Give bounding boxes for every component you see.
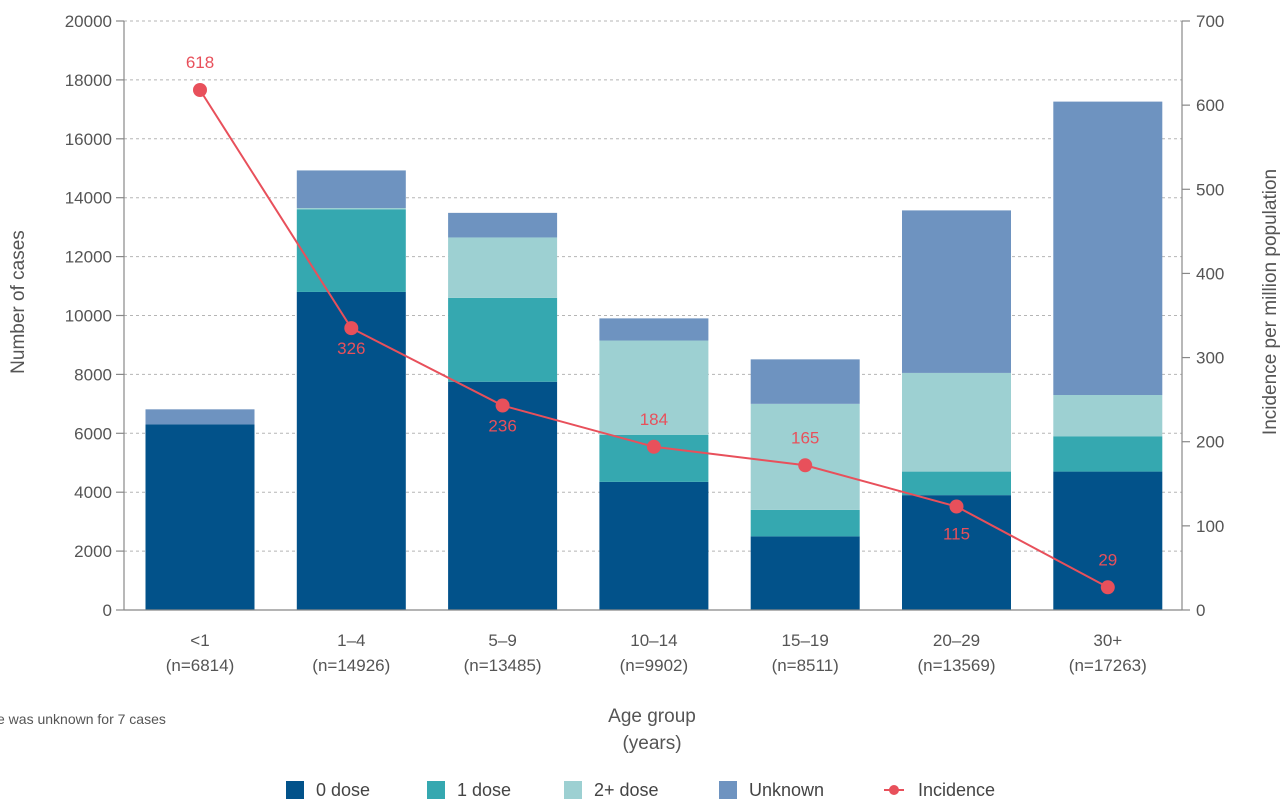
x-axis-title-units: (years) [622, 733, 681, 754]
x-category-count: (n=8511) [772, 656, 839, 675]
x-category-count: (n=13485) [464, 656, 542, 675]
incidence-point [193, 83, 207, 97]
x-category-label: 1–4 [337, 631, 365, 650]
incidence-data-label: 115 [943, 525, 970, 544]
x-category-label: 20–29 [933, 631, 980, 650]
y2-tick-label: 700 [1196, 12, 1224, 31]
x-category-label: 15–19 [782, 631, 829, 650]
legend-label: Incidence [918, 780, 995, 800]
y2-axis-title: Incidence per million population [1260, 169, 1281, 435]
legend-label: 0 dose [316, 780, 370, 800]
legend-label: 1 dose [457, 780, 511, 800]
incidence-point [344, 321, 358, 335]
incidence-data-label: 618 [186, 53, 214, 72]
incidence-point [496, 399, 510, 413]
y2-tick-label: 400 [1196, 264, 1224, 283]
bar-segment-unknown [902, 210, 1011, 373]
y-tick-label: 6000 [74, 424, 112, 443]
bar-segment-0-dose [751, 536, 860, 610]
y-tick-label: 16000 [65, 130, 112, 149]
bar-segment-1-dose [902, 472, 1011, 496]
bars [146, 102, 1163, 610]
incidence-data-label: 326 [337, 339, 365, 358]
y-tick-label: 12000 [65, 248, 112, 267]
x-category-label: 5–9 [488, 631, 516, 650]
bar-segment-1-dose [297, 209, 406, 291]
y-tick-label: 0 [103, 601, 112, 620]
bar-segment-1-dose [1053, 436, 1162, 471]
bar-segment-unknown [599, 318, 708, 340]
legend-label: 2+ dose [594, 780, 659, 800]
y-tick-label: 10000 [65, 307, 112, 326]
legend-swatch [564, 781, 582, 799]
legend-swatch [427, 781, 445, 799]
y-tick-label: 20000 [65, 12, 112, 31]
y2-tick-label: 500 [1196, 180, 1224, 199]
legend-swatch [719, 781, 737, 799]
legend-label: Unknown [749, 780, 824, 800]
y-tick-label: 8000 [74, 365, 112, 384]
bar-segment-2-dose [297, 208, 406, 209]
x-category-label: 10–14 [630, 631, 677, 650]
y-tick-label: 2000 [74, 542, 112, 561]
incidence-point [950, 500, 964, 514]
y2-tick-label: 200 [1196, 433, 1224, 452]
y-tick-label: 18000 [65, 71, 112, 90]
x-category-count: (n=9902) [620, 656, 689, 675]
y-tick-label: 14000 [65, 189, 112, 208]
incidence-data-label: 29 [1098, 550, 1117, 569]
incidence-data-label: 165 [791, 428, 819, 447]
legend-swatch [286, 781, 304, 799]
x-category-count: (n=17263) [1069, 656, 1147, 675]
y2-tick-label: 300 [1196, 349, 1224, 368]
x-axis-title: Age group [608, 706, 696, 727]
bar-segment-1-dose [448, 298, 557, 382]
y-axis-title: Number of cases [8, 230, 29, 374]
bar-segment-2-dose [751, 404, 860, 510]
bar-segment-unknown [751, 359, 860, 403]
y2-tick-label: 600 [1196, 96, 1224, 115]
bar-segment-1-dose [751, 510, 860, 537]
legend-line-marker [889, 785, 899, 795]
bar-segment-0-dose [146, 424, 255, 610]
bar-segment-2-dose [902, 373, 1011, 472]
incidence-data-label: 236 [488, 417, 516, 436]
bar-segment-unknown [146, 409, 255, 424]
x-category-label: <1 [190, 631, 209, 650]
bar-segment-unknown [1053, 102, 1162, 395]
x-category-count: (n=13569) [918, 656, 996, 675]
incidence-data-label: 184 [640, 410, 668, 429]
bar-segment-2-dose [448, 237, 557, 297]
bar-segment-0-dose [599, 482, 708, 610]
incidence-point [647, 440, 661, 454]
x-category-label: 30+ [1093, 631, 1122, 650]
bar-segment-unknown [297, 170, 406, 208]
bar-segment-unknown [448, 213, 557, 238]
x-category-count: (n=6814) [166, 656, 235, 675]
footnote: e was unknown for 7 cases [0, 711, 166, 727]
y-tick-label: 4000 [74, 483, 112, 502]
legend: 0 dose 1 dose 2+ dose Unknown Incidence [286, 780, 995, 800]
incidence-point [1101, 580, 1115, 594]
y2-tick-label: 0 [1196, 601, 1205, 620]
x-category-count: (n=14926) [312, 656, 390, 675]
incidence-point [798, 458, 812, 472]
bar-segment-2-dose [1053, 395, 1162, 436]
y2-tick-label: 100 [1196, 517, 1224, 536]
